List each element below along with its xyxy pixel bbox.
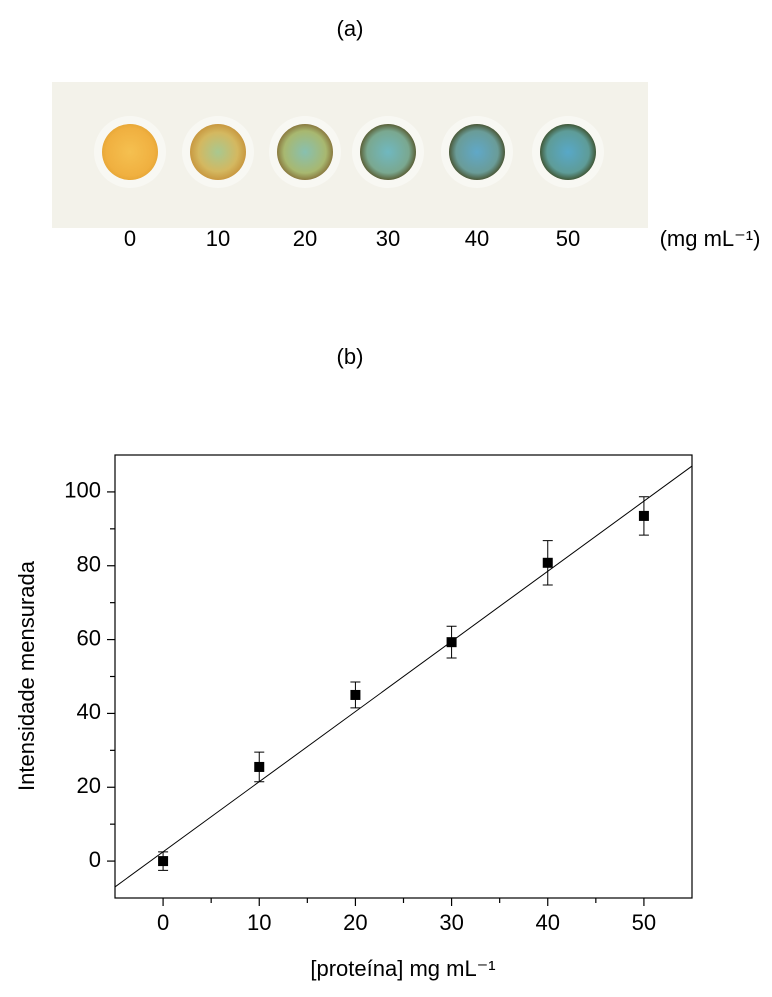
data-point <box>542 557 553 568</box>
y-tick-label: 100 <box>64 478 101 503</box>
x-tick-label: 50 <box>632 910 656 935</box>
x-tick-label: 30 <box>439 910 463 935</box>
data-point <box>158 856 169 867</box>
y-axis-label: Intensidade mensurada <box>14 560 39 791</box>
y-tick-label: 0 <box>89 847 101 872</box>
data-point <box>638 510 649 521</box>
y-tick-label: 40 <box>77 699 101 724</box>
concentration-label: 0 <box>124 226 136 251</box>
x-tick-label: 0 <box>157 910 169 935</box>
y-tick-label: 20 <box>77 773 101 798</box>
panel-label: (b) <box>337 344 364 369</box>
x-tick-label: 10 <box>247 910 271 935</box>
spots <box>94 116 604 188</box>
y-tick-label: 80 <box>77 552 101 577</box>
data-point <box>446 637 457 648</box>
data-point <box>254 761 265 772</box>
x-axis-label: [proteína] mg mL⁻¹ <box>310 956 495 981</box>
x-tick-label: 20 <box>343 910 367 935</box>
concentration-label: 40 <box>465 226 489 251</box>
x-tick-label: 40 <box>536 910 560 935</box>
concentration-label: 30 <box>376 226 400 251</box>
unit-label: (mg mL⁻¹) <box>660 226 761 251</box>
fit-line <box>114 465 693 888</box>
concentration-label: 20 <box>293 226 317 251</box>
concentration-label: 50 <box>556 226 580 251</box>
concentration-label: 10 <box>206 226 230 251</box>
y-tick-label: 60 <box>77 625 101 650</box>
panel-label: (a) <box>337 16 364 41</box>
data-point <box>350 689 361 700</box>
